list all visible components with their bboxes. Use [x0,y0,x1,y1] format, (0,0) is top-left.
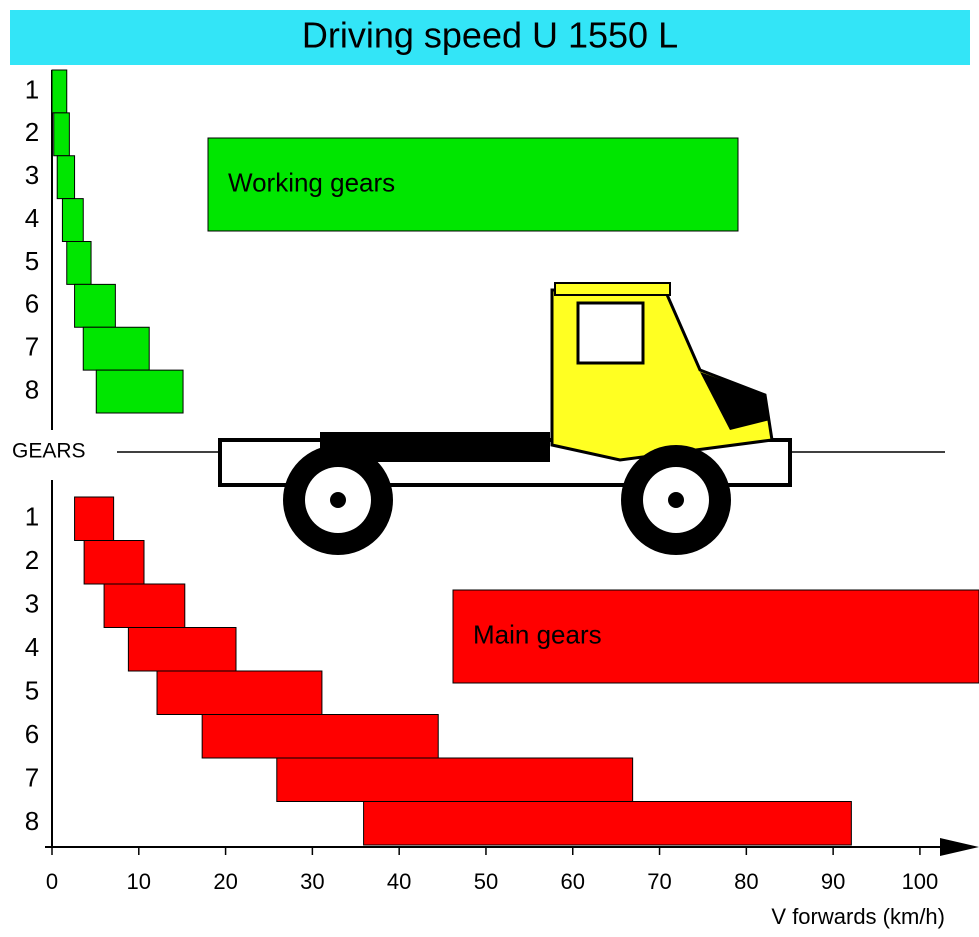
y-tick-label: 7 [25,332,39,362]
range-bar [104,584,185,628]
x-tick-label: 100 [902,869,939,894]
x-tick-label: 80 [734,869,758,894]
y-tick-label: 5 [25,246,39,276]
range-bar [202,715,438,759]
range-bar [57,156,74,199]
truck-illustration [220,283,790,555]
y-tick-label: 2 [25,117,39,147]
range-bar [128,628,236,672]
y-tick-label: 8 [25,806,39,836]
range-bar [62,199,83,242]
range-bar [96,370,183,413]
chart: Driving speed U 1550 L GEARS V forwards … [0,0,979,932]
range-bar [54,113,70,156]
y-tick-label: 5 [25,676,39,706]
x-axis-label: V forwards (km/h) [771,904,945,929]
x-tick-label: 90 [821,869,845,894]
x-tick-label: 70 [647,869,671,894]
x-tick-label: 50 [474,869,498,894]
range-bar [157,671,322,715]
y-tick-label: 8 [25,374,39,404]
x-tick-label: 10 [127,869,151,894]
axis-arrow [940,838,979,856]
range-bar [84,541,144,585]
y-tick-label: 1 [25,502,39,532]
y-tick-label: 2 [25,545,39,575]
x-tick-label: 20 [213,869,237,894]
legend-label: Working gears [228,167,395,197]
center-label: GEARS [12,440,86,463]
y-tick-label: 3 [25,160,39,190]
y-tick-label: 6 [25,289,39,319]
range-bar [364,802,852,846]
range-bar [75,497,114,541]
chart-title: Driving speed U 1550 L [302,15,678,56]
x-tick-label: 40 [387,869,411,894]
y-tick-label: 4 [25,203,39,233]
legend-label: Main gears [473,619,602,649]
x-tick-label: 30 [300,869,324,894]
range-bar [67,242,91,285]
x-tick-label: 60 [561,869,585,894]
y-tick-label: 3 [25,589,39,619]
x-tick-label: 0 [46,869,58,894]
y-tick-label: 1 [25,74,39,104]
y-tick-label: 4 [25,632,39,662]
range-bar [52,70,67,113]
range-bar [277,758,633,802]
y-tick-label: 6 [25,719,39,749]
range-bar [75,284,116,327]
y-tick-label: 7 [25,763,39,793]
range-bar [83,327,149,370]
